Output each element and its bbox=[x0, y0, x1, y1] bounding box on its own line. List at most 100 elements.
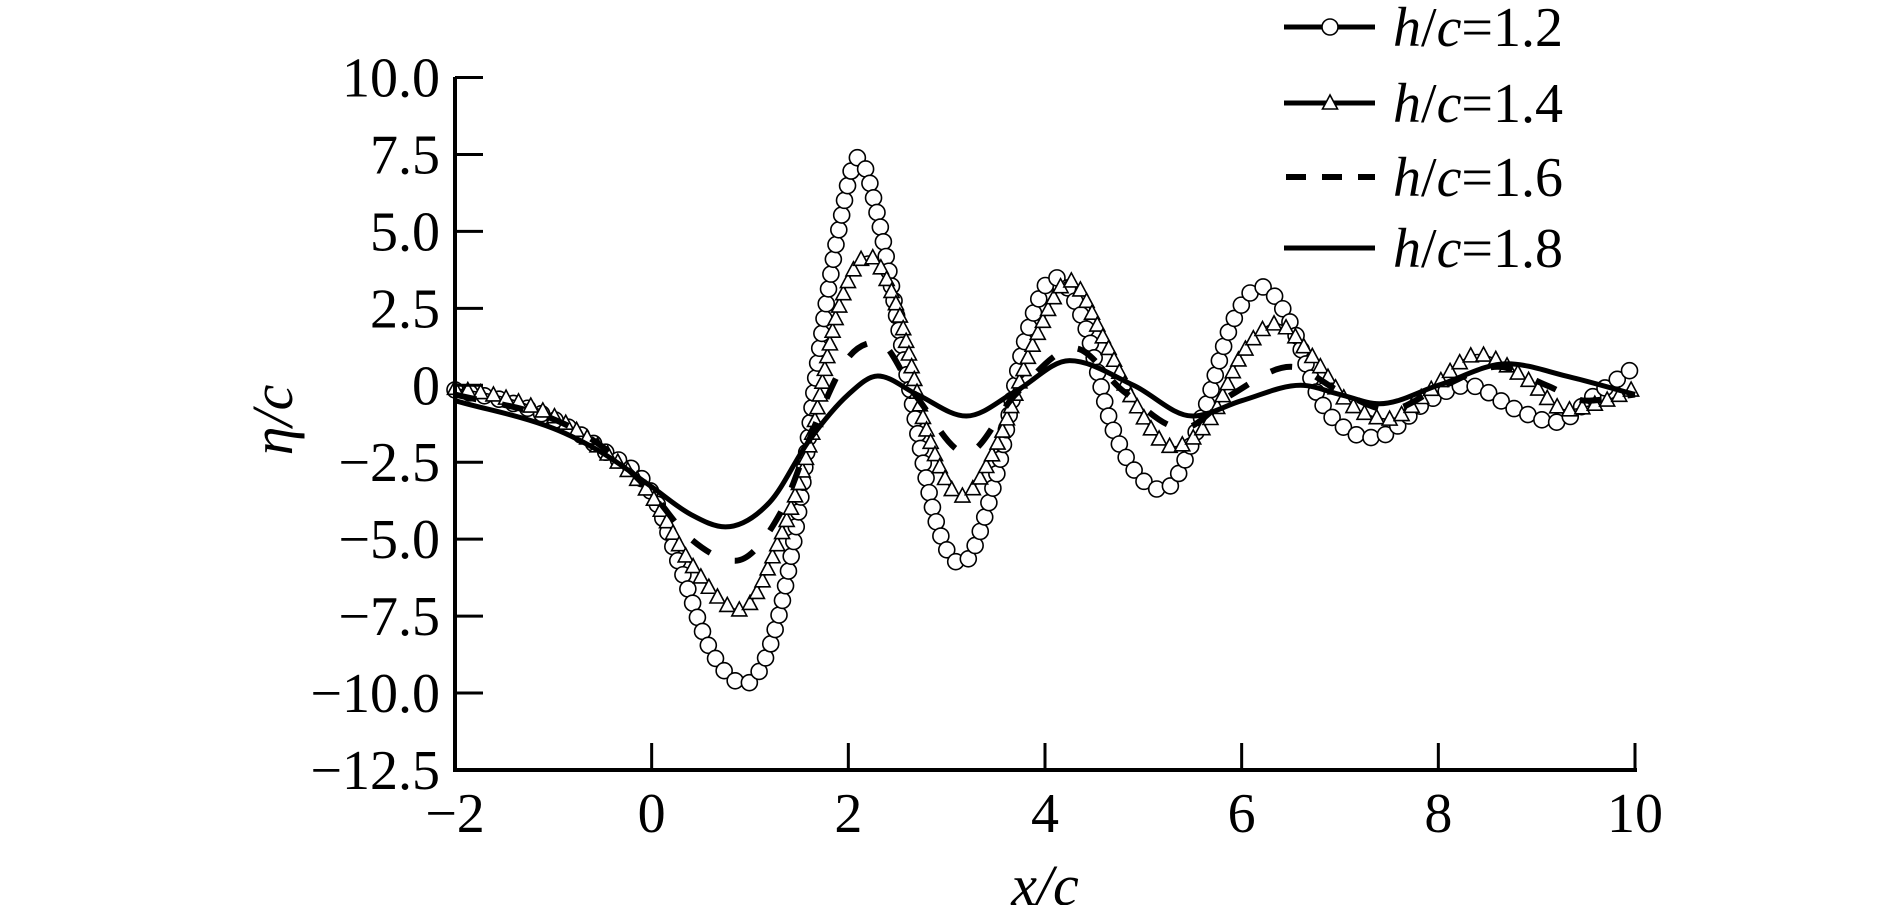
circle-marker bbox=[699, 636, 718, 655]
triangle-marker bbox=[763, 547, 782, 564]
triangle-marker bbox=[676, 546, 695, 563]
legend-label-part: c bbox=[1437, 0, 1462, 59]
triangle-marker bbox=[811, 385, 829, 402]
triangle-marker bbox=[1519, 370, 1538, 388]
triangle-marker bbox=[753, 571, 772, 588]
circle-marker bbox=[1376, 425, 1395, 444]
triangle-marker bbox=[1344, 396, 1363, 414]
triangle-marker bbox=[1392, 404, 1411, 422]
legend-label: h/c=1.2 bbox=[1393, 0, 1563, 59]
triangle-marker bbox=[1039, 299, 1057, 317]
triangle-marker bbox=[1014, 359, 1033, 377]
circle-marker bbox=[1092, 378, 1110, 396]
triangle-marker bbox=[1229, 350, 1248, 367]
triangle-marker bbox=[797, 448, 815, 466]
series-h-c-1-8 bbox=[454, 358, 1636, 530]
triangle-marker bbox=[823, 321, 842, 338]
circle-marker bbox=[726, 671, 744, 690]
circle-marker bbox=[1492, 392, 1511, 410]
x-tick-label: 2 bbox=[834, 783, 862, 845]
y-tick-label: 10.0 bbox=[342, 48, 440, 110]
triangle-marker bbox=[1508, 363, 1527, 380]
triangle-marker bbox=[1128, 397, 1147, 414]
triangle-marker bbox=[1083, 303, 1101, 320]
triangle-marker bbox=[1380, 409, 1399, 426]
triangle-marker bbox=[1265, 314, 1283, 331]
y-tick-label: −7.5 bbox=[338, 586, 440, 648]
triangle-marker bbox=[852, 249, 870, 267]
triangle-marker bbox=[534, 401, 552, 418]
triangle-marker bbox=[782, 498, 800, 515]
triangle-marker bbox=[900, 344, 918, 361]
x-tick-label: 4 bbox=[1031, 783, 1059, 845]
triangle-marker bbox=[773, 522, 791, 540]
triangle-marker bbox=[1193, 419, 1212, 436]
circle-marker bbox=[1323, 408, 1341, 427]
ticks: −2 0 2 4 6 8 10 10.0 7.5 5.0 2.5 0 −2.5 −5.0 −7.5 −10.0… bbox=[310, 48, 1663, 846]
triangle-marker bbox=[905, 369, 924, 387]
triangle-marker bbox=[1538, 388, 1557, 406]
circle-marker bbox=[1206, 366, 1225, 384]
triangle-marker bbox=[902, 357, 921, 374]
circle-marker bbox=[920, 483, 938, 502]
triangle-marker bbox=[897, 331, 915, 349]
circle-marker bbox=[874, 232, 893, 251]
y-tick-label: −5.0 bbox=[338, 509, 440, 571]
triangle-marker bbox=[664, 523, 682, 540]
triangle-marker bbox=[891, 306, 909, 323]
legend-label-part: =1.2 bbox=[1461, 0, 1563, 59]
circle-marker bbox=[766, 620, 784, 639]
legend-label: h/c=1.6 bbox=[1393, 147, 1563, 209]
triangle-marker bbox=[963, 479, 982, 496]
x-tick-label: 8 bbox=[1424, 783, 1452, 845]
triangle-marker bbox=[645, 489, 663, 507]
triangle-marker bbox=[887, 294, 905, 311]
triangle-marker bbox=[1184, 428, 1203, 445]
triangle-marker bbox=[1529, 379, 1548, 396]
circle-marker bbox=[975, 508, 994, 526]
circle-marker bbox=[1265, 287, 1284, 305]
triangle-marker bbox=[1367, 408, 1386, 425]
circle-marker bbox=[832, 206, 851, 224]
circle-marker bbox=[817, 294, 836, 313]
triangle-marker bbox=[670, 534, 688, 552]
triangle-marker bbox=[839, 271, 857, 289]
legend-item: h/c=1.2 bbox=[1284, 0, 1563, 59]
legend-item: h/c=1.4 bbox=[1284, 73, 1563, 135]
circle-marker bbox=[838, 176, 857, 195]
legend-label: h/c=1.4 bbox=[1393, 73, 1563, 135]
legend-label-part: =1.4 bbox=[1461, 73, 1563, 135]
legend-label-part: c bbox=[1437, 73, 1462, 135]
triangle-marker bbox=[718, 595, 737, 613]
triangle-marker bbox=[882, 281, 901, 299]
triangle-marker bbox=[692, 567, 710, 584]
triangle-marker bbox=[863, 248, 882, 265]
legend-label-part: h bbox=[1393, 147, 1421, 209]
circle-marker bbox=[864, 189, 883, 207]
y-axis-label: η/c bbox=[240, 384, 305, 455]
circle-marker bbox=[923, 498, 942, 517]
legend-label-part: h bbox=[1393, 73, 1421, 135]
triangle-marker bbox=[1044, 288, 1063, 305]
triangle-marker bbox=[830, 296, 849, 313]
circle-marker bbox=[1095, 392, 1114, 411]
triangle-marker bbox=[1218, 373, 1237, 391]
triangle-marker bbox=[700, 577, 718, 595]
legend-label-part: =1.8 bbox=[1461, 218, 1563, 280]
triangle-marker bbox=[983, 445, 1001, 462]
triangle-marker bbox=[942, 479, 961, 497]
series-line bbox=[454, 358, 1636, 530]
triangle-marker bbox=[921, 432, 940, 450]
legend-circle-icon bbox=[1321, 18, 1339, 36]
triangle-marker bbox=[1294, 337, 1313, 354]
triangle-marker bbox=[1223, 361, 1242, 379]
x-axis-label: x/c bbox=[1010, 853, 1079, 905]
circle-marker bbox=[980, 493, 998, 512]
circle-marker bbox=[761, 635, 780, 653]
triangle-marker bbox=[1099, 338, 1118, 356]
circle-marker bbox=[1161, 477, 1180, 495]
legend-label-part: h bbox=[1393, 218, 1421, 280]
triangle-marker bbox=[758, 559, 777, 576]
circle-marker bbox=[715, 661, 733, 680]
triangle-marker bbox=[777, 510, 796, 528]
